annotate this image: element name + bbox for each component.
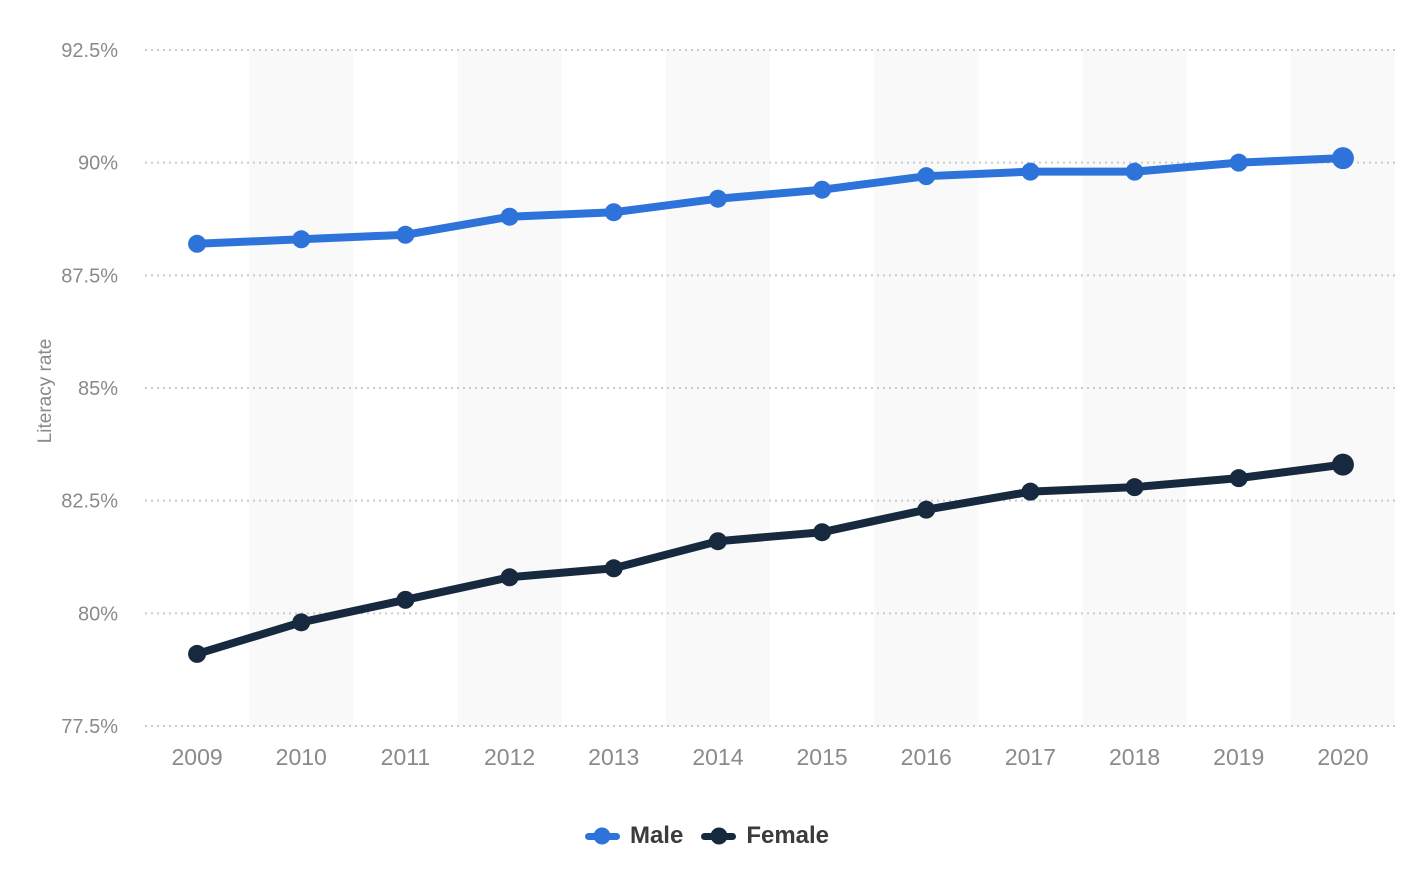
x-tick-label: 2019 xyxy=(1213,744,1264,770)
x-tick-label: 2013 xyxy=(588,744,639,770)
male-point-2017[interactable] xyxy=(1021,162,1040,181)
x-tick-label: 2015 xyxy=(796,744,847,770)
x-tick-label: 2016 xyxy=(901,744,952,770)
male-point-2019[interactable] xyxy=(1229,153,1248,172)
female-point-2020[interactable] xyxy=(1331,453,1354,476)
y-axis-title: Literacy rate xyxy=(35,338,56,444)
male-series-dot-icon xyxy=(593,827,611,845)
female-point-2014[interactable] xyxy=(708,532,727,551)
x-tick-label: 2011 xyxy=(381,744,430,770)
y-tick-label: 82.5% xyxy=(61,491,118,513)
x-tick-label: 2017 xyxy=(1005,744,1056,770)
female-point-2010[interactable] xyxy=(292,613,311,632)
y-tick-label: 85% xyxy=(78,378,118,400)
x-tick-label: 2010 xyxy=(276,744,327,770)
female-point-2018[interactable] xyxy=(1125,478,1144,497)
female-point-2017[interactable] xyxy=(1021,482,1040,501)
male-point-2020[interactable] xyxy=(1331,147,1354,170)
female-point-2016[interactable] xyxy=(917,500,936,519)
male-point-2012[interactable] xyxy=(500,207,519,226)
x-tick-label: 2009 xyxy=(171,744,222,770)
male-point-2011[interactable] xyxy=(396,225,415,244)
legend-label-male: Male xyxy=(629,822,684,849)
y-tick-label: 80% xyxy=(78,603,118,625)
x-tick-label: 2018 xyxy=(1109,744,1160,770)
x-tick-label: 2014 xyxy=(692,744,743,770)
year-band-2012 xyxy=(457,50,562,726)
female-point-2011[interactable] xyxy=(396,590,415,609)
male-point-2016[interactable] xyxy=(917,167,936,186)
line-chart-svg: 92.5% 90% 87.5% 85% 82.5% 80% 77.5% 2009 2010 201… xyxy=(61,40,1395,770)
female-point-2012[interactable] xyxy=(500,568,519,587)
legend-item-female[interactable]: Female xyxy=(701,822,829,850)
x-tick-label: 2012 xyxy=(484,744,535,770)
male-point-2010[interactable] xyxy=(292,230,311,249)
male-point-2014[interactable] xyxy=(708,189,727,208)
y-tick-label: 92.5% xyxy=(61,40,118,62)
female-point-2013[interactable] xyxy=(604,559,623,578)
male-point-2015[interactable] xyxy=(813,180,832,199)
y-tick-label: 90% xyxy=(78,153,118,175)
male-point-2018[interactable] xyxy=(1125,162,1144,181)
y-tick-label: 87.5% xyxy=(61,265,118,287)
female-point-2015[interactable] xyxy=(813,523,832,542)
legend: Male Female xyxy=(0,822,1414,850)
year-band-2014 xyxy=(665,50,770,726)
male-series-marker-icon xyxy=(584,827,620,845)
male-point-2013[interactable] xyxy=(604,203,623,222)
y-tick-label: 77.5% xyxy=(61,716,118,738)
male-line xyxy=(193,154,1347,248)
female-point-2009[interactable] xyxy=(188,644,207,663)
legend-label-female: Female xyxy=(746,822,830,849)
female-series-marker-icon xyxy=(701,827,737,845)
male-point-2009[interactable] xyxy=(188,234,207,253)
female-line xyxy=(193,460,1347,658)
female-series-dot-icon xyxy=(710,827,728,845)
x-tick-label: 2020 xyxy=(1317,744,1368,770)
legend-item-male[interactable]: Male xyxy=(584,822,684,850)
female-point-2019[interactable] xyxy=(1229,469,1248,488)
